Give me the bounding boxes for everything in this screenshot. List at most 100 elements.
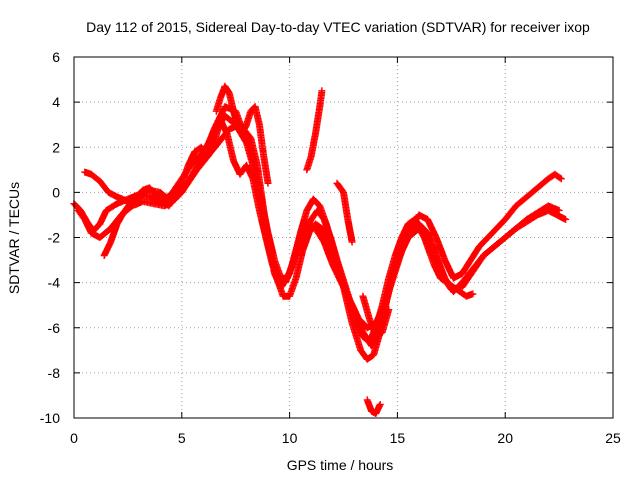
data-point	[398, 226, 414, 255]
data-point	[340, 279, 353, 308]
data-point	[146, 184, 159, 197]
data-point	[333, 256, 347, 285]
data-series	[70, 112, 563, 350]
data-point	[152, 191, 165, 204]
data-point	[217, 116, 230, 136]
data-point	[301, 217, 314, 237]
y-tick-label: -10	[40, 410, 60, 426]
data-point	[178, 163, 192, 187]
data-point	[223, 130, 237, 163]
data-point	[551, 170, 564, 182]
data-point	[120, 201, 133, 217]
data-point	[262, 234, 276, 267]
data-point	[385, 253, 399, 282]
data-point	[417, 225, 431, 249]
x-tick-label: 25	[605, 430, 621, 446]
data-point	[557, 175, 565, 183]
data-point	[523, 185, 540, 201]
y-tick-label: 2	[52, 139, 60, 155]
data-point	[424, 215, 439, 240]
data-point	[352, 319, 366, 339]
data-point	[107, 222, 121, 246]
data-point	[359, 292, 373, 321]
data-point	[348, 238, 356, 246]
data-point	[432, 252, 448, 281]
data-point	[348, 319, 364, 353]
y-tick-label: -2	[48, 230, 61, 246]
data-point	[249, 175, 263, 213]
data-point	[296, 208, 310, 237]
data-series	[212, 82, 272, 187]
data-point	[294, 230, 308, 250]
data-point	[424, 243, 437, 267]
data-point	[189, 154, 207, 178]
data-point	[469, 253, 487, 273]
data-point	[424, 229, 440, 258]
data-point	[281, 264, 295, 287]
data-point	[385, 306, 393, 314]
axis-ticks	[73, 56, 614, 419]
data-point	[320, 215, 334, 240]
x-tick-label: 0	[70, 430, 78, 446]
y-tick-label: -8	[48, 365, 61, 381]
x-tick-label: 15	[390, 430, 406, 446]
x-tick-label: 5	[178, 430, 186, 446]
data-point	[376, 401, 384, 408]
data-point	[333, 179, 347, 195]
data-point	[320, 238, 336, 267]
data-series	[333, 179, 356, 246]
data-series	[359, 292, 393, 341]
data-point	[432, 234, 448, 263]
data-point	[81, 215, 95, 236]
data-point	[493, 217, 508, 232]
data-point	[480, 244, 497, 259]
data-point	[450, 283, 463, 295]
data-point	[268, 261, 282, 283]
data-point	[312, 220, 325, 232]
data-point	[318, 87, 326, 95]
data-point	[437, 274, 450, 286]
data-point	[299, 231, 312, 255]
data-point	[264, 179, 272, 187]
data-point	[165, 194, 178, 210]
y-tick-label: 0	[52, 184, 60, 200]
x-tick-label: 20	[497, 430, 513, 446]
data-point	[501, 226, 519, 241]
x-tick-label: 10	[282, 430, 298, 446]
data-point	[96, 226, 113, 241]
tick-labels: 0 5 10 15 20 25 -10 -8 -6 -4 -2 0 2 4 6	[40, 49, 621, 446]
y-axis-label: SDTVAR / TECUs	[6, 182, 22, 294]
data-point	[96, 177, 111, 195]
data-point	[344, 215, 356, 244]
data-point	[346, 301, 360, 326]
data-series	[363, 396, 384, 417]
data-point	[102, 201, 120, 214]
data-point	[469, 290, 477, 298]
data-point	[441, 256, 457, 281]
data-point	[327, 234, 341, 263]
data-point	[255, 121, 267, 159]
data-point	[303, 154, 315, 174]
data-point	[288, 244, 302, 271]
grid-lines	[74, 57, 613, 418]
data-point	[484, 226, 499, 241]
data-point	[458, 257, 474, 278]
data-point	[314, 206, 327, 222]
data-point	[523, 212, 540, 226]
data-point	[490, 235, 508, 250]
y-tick-label: -4	[48, 275, 61, 291]
data-point	[398, 221, 411, 241]
data-point	[307, 131, 319, 160]
y-tick-label: -6	[48, 320, 61, 336]
data-point	[475, 235, 491, 250]
data-point	[96, 208, 110, 228]
data-point	[309, 195, 323, 209]
x-axis-label: GPS time / hours	[287, 457, 394, 473]
data-point	[312, 104, 323, 138]
data-point	[458, 266, 476, 287]
data-point	[391, 235, 405, 259]
data-point	[378, 307, 392, 336]
data-point	[133, 187, 146, 201]
data-point	[411, 215, 424, 231]
